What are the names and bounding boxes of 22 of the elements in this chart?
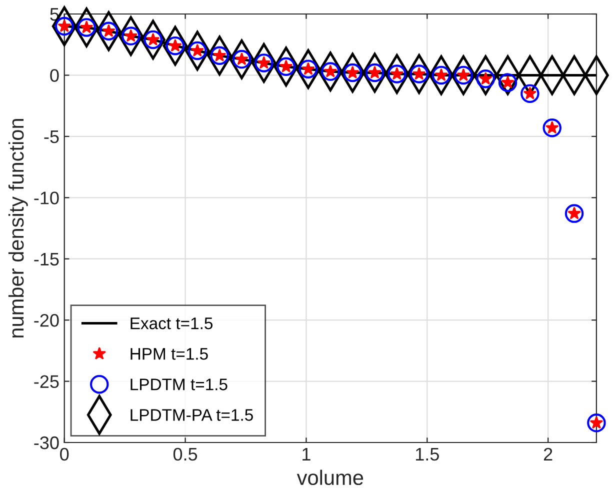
y-tick-label: -10 xyxy=(34,192,59,204)
point xyxy=(520,84,540,103)
point xyxy=(564,204,584,223)
y-tick-label: -5 xyxy=(44,130,59,144)
point xyxy=(542,118,562,138)
x-tick-label: 0.5 xyxy=(173,448,198,461)
x-tick-label: 2 xyxy=(544,448,552,460)
x-tick-label: 1 xyxy=(302,448,310,460)
y-tick-label: 0 xyxy=(50,69,59,82)
y-tick-label: -20 xyxy=(34,314,59,327)
y-tick-label: -15 xyxy=(34,252,59,266)
y-tick-label: -30 xyxy=(34,436,59,450)
x-axis-title: volume xyxy=(296,470,364,486)
y-axis-title: number density function xyxy=(8,119,28,338)
x-tick-label: 1.5 xyxy=(416,448,439,461)
point xyxy=(587,414,606,432)
legend-label: LPDTM t=1.5 xyxy=(130,378,228,390)
legend-label: LPDTM-PA t=1.5 xyxy=(130,409,253,421)
legend-label: Exact t=1.5 xyxy=(130,318,213,330)
legend-label: HPM t=1.5 xyxy=(130,348,208,360)
x-tick-label: 0 xyxy=(60,448,69,461)
y-tick-label: -25 xyxy=(34,375,59,388)
